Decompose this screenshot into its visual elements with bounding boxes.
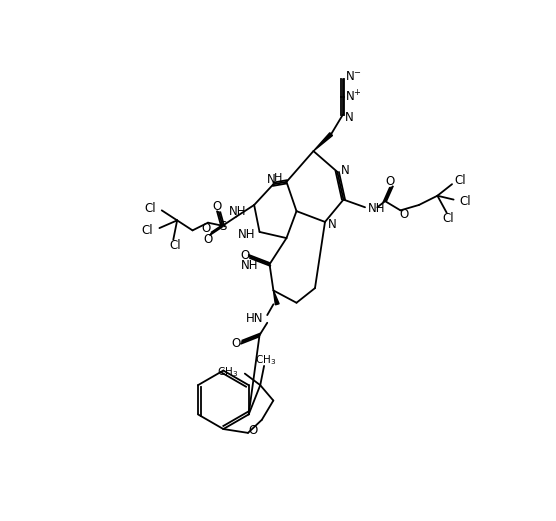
Text: S: S <box>220 220 227 233</box>
Text: NH: NH <box>238 228 256 241</box>
Text: N: N <box>345 110 354 123</box>
Text: O: O <box>386 176 395 189</box>
Text: Cl: Cl <box>144 202 156 215</box>
Text: NH: NH <box>241 259 259 272</box>
Text: N: N <box>341 164 350 177</box>
Text: N: N <box>328 218 337 231</box>
Text: NH: NH <box>229 205 246 218</box>
Text: N$^{-}$: N$^{-}$ <box>345 70 362 83</box>
Text: O: O <box>201 222 210 235</box>
Text: NH: NH <box>368 202 386 215</box>
Polygon shape <box>314 133 332 151</box>
Text: Cl: Cl <box>169 239 181 252</box>
Text: N: N <box>267 173 275 186</box>
Text: O: O <box>399 208 408 221</box>
Text: N$^{+}$: N$^{+}$ <box>345 90 362 105</box>
Text: O: O <box>232 337 241 350</box>
Text: Cl: Cl <box>454 174 466 187</box>
Text: CH$_3$: CH$_3$ <box>255 353 276 367</box>
Text: O: O <box>212 200 222 213</box>
Text: Cl: Cl <box>460 195 471 208</box>
Text: O: O <box>249 424 258 437</box>
Text: CH$_3$: CH$_3$ <box>217 365 239 379</box>
Text: HN: HN <box>246 313 264 326</box>
Text: O: O <box>203 233 212 246</box>
Text: H: H <box>274 173 282 183</box>
Text: O: O <box>240 249 250 262</box>
Polygon shape <box>274 290 279 305</box>
Text: Cl: Cl <box>142 224 153 237</box>
Text: Cl: Cl <box>443 213 454 225</box>
